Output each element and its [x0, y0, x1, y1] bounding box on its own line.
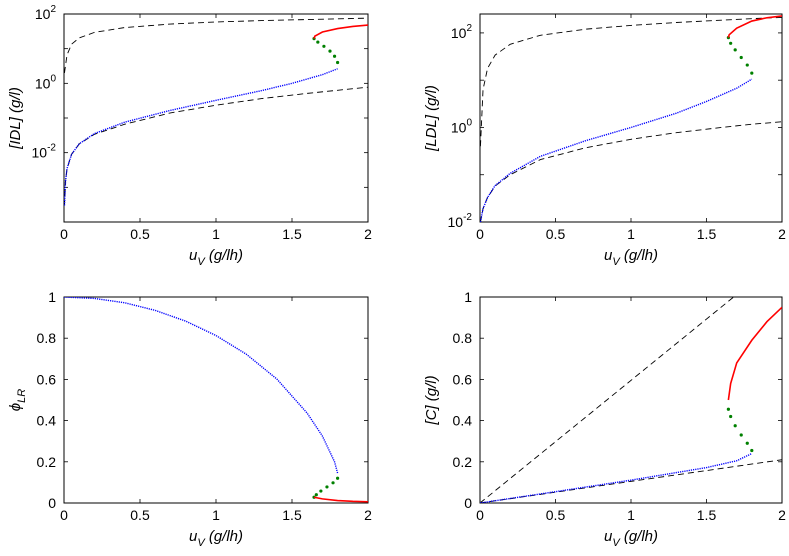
y-tick-label: 0.4: [37, 413, 57, 429]
y-axis-label: ϕLR: [7, 389, 28, 411]
x-tick-label: 1: [627, 507, 635, 523]
stable-lower-branch-line: [64, 68, 338, 206]
y-tick-label: 0.6: [453, 371, 473, 387]
plot-area-frame: [479, 296, 783, 504]
stable-branch-line: [64, 297, 339, 474]
unstable-branch-point: [729, 414, 733, 419]
x-tick-label: 0.5: [130, 507, 150, 523]
y-tick-label: 0.8: [37, 330, 57, 346]
unstable-branch-point: [726, 407, 730, 411]
x-tick-label: 0.5: [546, 226, 566, 242]
y-tick-label: 0.8: [453, 330, 473, 346]
plot-area-frame: [63, 13, 369, 223]
shallow-dashed-line: [480, 459, 782, 503]
unstable-branch-point: [739, 55, 743, 60]
x-tick-label: 0: [476, 226, 484, 242]
x-tick-label: 2: [364, 226, 372, 242]
y-axis-label: [C] (g/l): [423, 375, 440, 425]
x-tick-label: 0.5: [130, 226, 150, 242]
steep-dashed-line: [480, 297, 734, 503]
unstable-branch-point: [319, 489, 323, 493]
y-tick-label: 10-2: [32, 143, 57, 161]
unstable-branch-point: [733, 48, 737, 52]
x-tick-label: 2: [364, 507, 372, 523]
stable-upper-branch-line: [313, 24, 368, 39]
unstable-branch-point: [336, 476, 340, 480]
x-axis-label: uV (g/lh): [604, 528, 658, 549]
y-axis-label: [LDL] (g/l): [423, 85, 440, 152]
stable-upper-branch-line: [727, 15, 782, 38]
c-vs-uv-panel: 0 0.5 1 1.5 2 0 0.2 0.4 0.6 0.8 1 uV (g/lh) [C] (g/l…: [423, 289, 786, 549]
upper-dashed-line: [64, 17, 368, 73]
x-tick-label: 1.5: [282, 226, 302, 242]
y-tick-label: 102: [35, 4, 57, 22]
x-tick-label: 1.5: [697, 226, 717, 242]
unstable-branch-point: [745, 441, 749, 445]
x-axis-label: uV (g/lh): [189, 247, 243, 268]
unstable-branch-point: [729, 41, 733, 45]
y-tick-label: 102: [451, 23, 473, 41]
unstable-branch-point: [325, 485, 329, 489]
y-tick-label: 100: [35, 73, 57, 91]
x-tick-label: 2: [778, 507, 786, 523]
x-tick-label: 1.5: [282, 507, 302, 523]
lower-dashed-line: [480, 121, 782, 222]
phi-lr-vs-uv-panel: 0 0.5 1 1.5 2 0 0.2 0.4 0.6 0.8 1 uV (g/lh) ϕLR: [7, 289, 372, 549]
stable-lower-branch-line: [480, 452, 753, 503]
data-series-group: [480, 297, 782, 503]
x-tick-label: 1: [212, 226, 220, 242]
y-axis-label: [IDL] (g/l): [7, 87, 24, 150]
lower-dashed-line: [64, 86, 368, 206]
idl-vs-uv-panel: 0 0.5 1 1.5 2 10-2 100 102 uV (g/lh) [IDL] (g/l): [7, 4, 372, 268]
x-tick-label: 0: [60, 507, 68, 523]
upper-dashed-line: [480, 16, 782, 147]
stable-lower-branch-line: [480, 78, 753, 222]
x-tick-label: 1.5: [697, 507, 717, 523]
y-tick-label: 0: [48, 495, 56, 511]
ldl-vs-uv-panel: 0 0.5 1 1.5 2 10-2 100 102 uV (g/lh) [LDL] (g/l): [423, 13, 786, 268]
y-tick-label: 100: [451, 117, 473, 135]
y-tick-label: 0: [464, 495, 472, 511]
unstable-branch-point: [745, 63, 749, 67]
unstable-branch-point: [750, 448, 754, 453]
data-series-group: [480, 15, 782, 222]
unstable-branch-point: [332, 54, 337, 58]
unstable-branch-point: [750, 71, 754, 75]
stable-upper-branch-line: [727, 306, 782, 401]
data-series-group: [64, 297, 368, 503]
y-tick-label: 0.6: [37, 371, 57, 387]
unstable-branch-point: [733, 424, 737, 428]
x-tick-label: 1: [627, 226, 635, 242]
x-tick-label: 2: [778, 226, 786, 242]
unstable-branch-point: [739, 433, 743, 437]
unstable-branch-point: [336, 60, 340, 65]
unstable-branch-point: [328, 49, 332, 53]
x-tick-label: 0.5: [546, 507, 566, 523]
y-tick-label: 1: [48, 289, 56, 305]
data-series-group: [64, 17, 368, 206]
x-tick-label: 0: [60, 226, 68, 242]
plot-area-frame: [63, 296, 369, 504]
y-tick-label: 10-2: [448, 212, 473, 230]
unstable-branch-point: [331, 481, 335, 485]
y-tick-label: 0.2: [37, 454, 57, 470]
plot-area-frame: [479, 13, 783, 223]
x-axis-label: uV (g/lh): [189, 528, 243, 549]
y-tick-label: 0.2: [453, 454, 473, 470]
stable-upper-branch-line: [313, 496, 368, 503]
unstable-branch-point: [316, 40, 320, 44]
y-tick-label: 0.4: [453, 413, 473, 429]
y-tick-label: 1: [464, 289, 472, 305]
unstable-branch-point: [322, 44, 326, 48]
x-tick-label: 1: [212, 507, 220, 523]
x-axis-label: uV (g/lh): [604, 247, 658, 268]
unstable-branch-point: [314, 493, 318, 497]
x-tick-label: 0: [476, 507, 484, 523]
